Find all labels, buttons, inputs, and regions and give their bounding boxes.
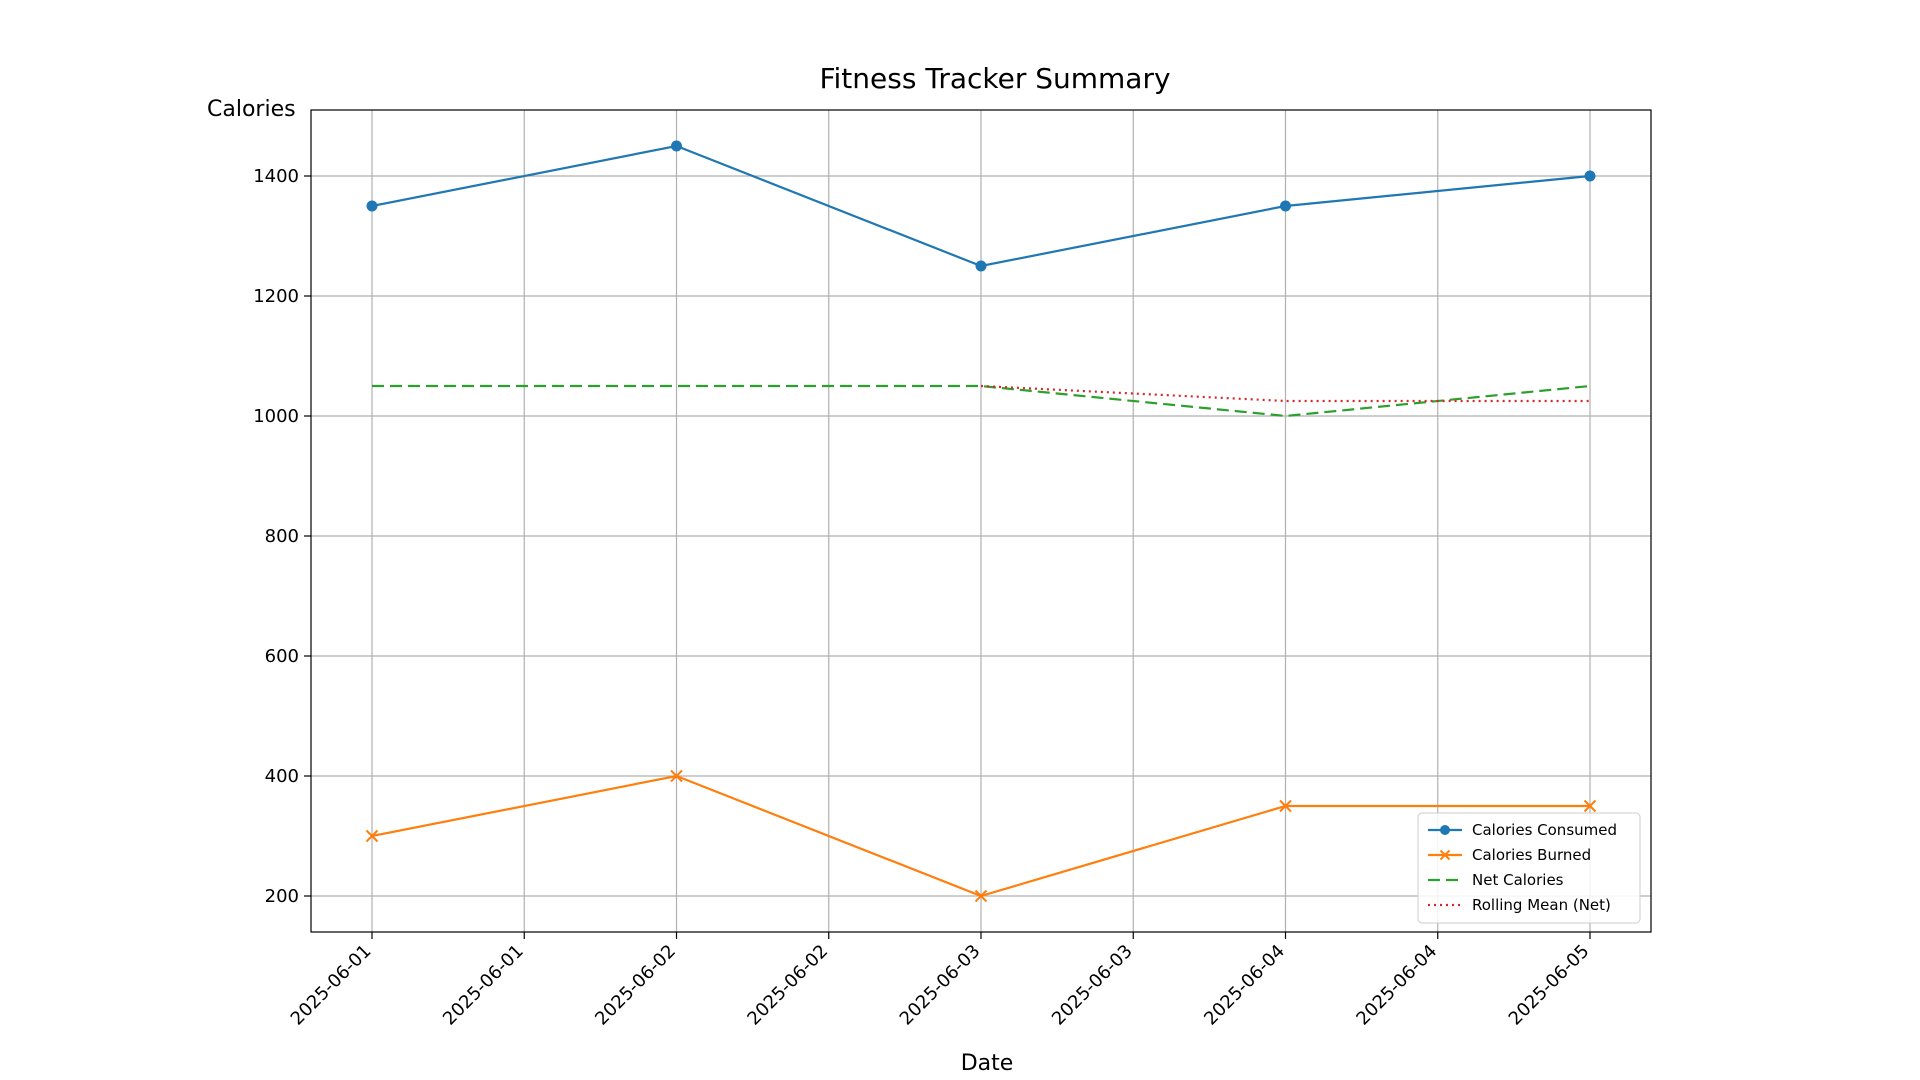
y-axis-label: Calories bbox=[207, 97, 296, 122]
legend-label-0: Calories Consumed bbox=[1472, 821, 1617, 839]
data-point bbox=[1583, 799, 1597, 813]
x-tick-label: 2025-06-04 bbox=[1352, 941, 1441, 1030]
y-tick-label: 1000 bbox=[253, 406, 299, 427]
grid-lines bbox=[311, 110, 1651, 932]
y-tick-label: 600 bbox=[265, 646, 299, 667]
data-point bbox=[1280, 200, 1291, 212]
y-tick-label: 800 bbox=[265, 526, 299, 547]
y-tick-label: 400 bbox=[265, 766, 299, 787]
x-tick-label: 2025-06-03 bbox=[896, 941, 985, 1030]
y-tick-label: 1200 bbox=[253, 286, 299, 307]
legend-box bbox=[1417, 812, 1641, 924]
legend: Calories Consumed Calories Burned Net Calo… bbox=[1417, 812, 1641, 924]
y-tick-label: 200 bbox=[265, 886, 299, 907]
series-line-2 bbox=[372, 384, 1591, 418]
data-point bbox=[671, 140, 682, 152]
chart-title: Fitness Tracker Summary bbox=[819, 62, 1170, 95]
x-tick-label: 2025-06-04 bbox=[1200, 941, 1289, 1030]
x-tick-label: 2025-06-02 bbox=[591, 941, 680, 1030]
x-tick-label: 2025-06-05 bbox=[1505, 941, 1594, 1030]
legend-label-3: Rolling Mean (Net) bbox=[1472, 896, 1611, 914]
x-tick-label: 2025-06-01 bbox=[287, 941, 376, 1030]
x-axis-label: Date bbox=[961, 1051, 1014, 1076]
data-point bbox=[1584, 170, 1596, 182]
data-point bbox=[1279, 799, 1292, 813]
data-point bbox=[366, 200, 378, 212]
legend-label-2: Net Calories bbox=[1472, 871, 1564, 889]
y-tick-label: 1400 bbox=[253, 166, 299, 187]
x-tick-label: 2025-06-03 bbox=[1048, 941, 1137, 1030]
data-point bbox=[365, 829, 379, 843]
data-point bbox=[975, 260, 987, 272]
legend-label-1: Calories Burned bbox=[1472, 846, 1591, 864]
x-tick-label: 2025-06-01 bbox=[439, 941, 528, 1030]
data-point bbox=[974, 889, 988, 903]
x-tick-label: 2025-06-02 bbox=[743, 941, 832, 1030]
legend-marker bbox=[1439, 849, 1451, 861]
data-point bbox=[670, 769, 683, 783]
series-lines bbox=[365, 140, 1597, 903]
legend-marker bbox=[1440, 825, 1450, 835]
